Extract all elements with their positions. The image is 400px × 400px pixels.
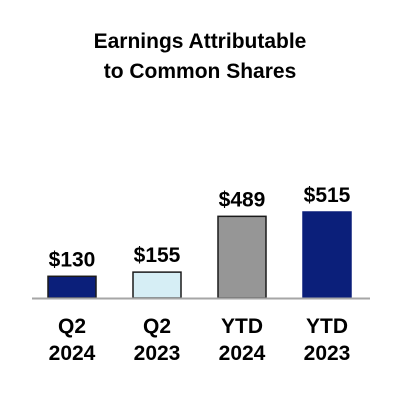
bar-0 [47, 275, 97, 299]
x-tick-label-2-line-2: 2024 [219, 342, 266, 365]
bars [47, 211, 352, 299]
data-label-1: $155 [134, 244, 181, 267]
x-tick-label-0-line-2: 2024 [49, 342, 96, 365]
data-label-2: $489 [219, 188, 266, 211]
chart-title-line-2: to Common Shares [104, 60, 297, 83]
chart-title-line-1: Earnings Attributable [94, 30, 307, 53]
x-tick-label-1-line-2: 2023 [134, 342, 181, 365]
data-label-0: $130 [49, 248, 96, 271]
chart-title: Earnings Attributable to Common Shares [94, 30, 307, 83]
x-tick-label-2-line-1: YTD [221, 315, 263, 338]
x-axis-tick-labels: Q2 2024 Q2 2023 YTD 2024 YTD 2023 [49, 315, 351, 365]
x-tick-label-3-line-2: 2023 [304, 342, 351, 365]
bar-2 [217, 215, 267, 299]
x-tick-label-1-line-1: Q2 [143, 315, 171, 338]
bar-1 [132, 271, 182, 299]
x-tick-label-3-line-1: YTD [306, 315, 348, 338]
data-labels: $130 $155 $489 $515 [49, 184, 351, 271]
bar-3 [302, 211, 352, 299]
data-label-3: $515 [304, 184, 351, 207]
x-tick-label-0-line-1: Q2 [58, 315, 86, 338]
